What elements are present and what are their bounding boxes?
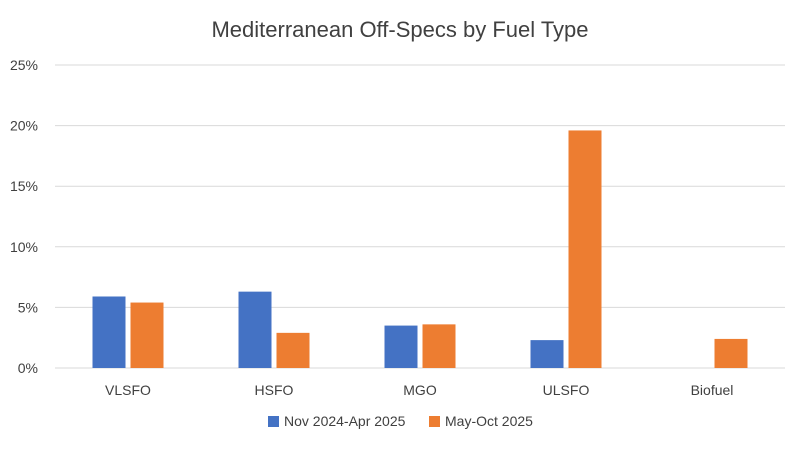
bar-mgo-series-1	[384, 325, 418, 368]
legend-label: Nov 2024-Apr 2025	[284, 413, 406, 429]
x-tick-label: ULSFO	[543, 382, 590, 398]
bar-vlsfo-series-1	[92, 296, 126, 368]
bar-biofuel-series-2	[714, 338, 748, 368]
x-tick-label: Biofuel	[691, 382, 734, 398]
y-tick-label: 0%	[18, 360, 38, 376]
bar-vlsfo-series-2	[130, 302, 164, 368]
legend-label: May-Oct 2025	[445, 413, 533, 429]
y-tick-label: 15%	[10, 178, 38, 194]
legend-swatch	[429, 416, 440, 427]
bar-hsfo-series-2	[276, 332, 310, 368]
x-tick-label: HSFO	[255, 382, 294, 398]
bar-mgo-series-2	[422, 324, 456, 368]
chart-title: Mediterranean Off-Specs by Fuel Type	[211, 17, 588, 42]
bar-hsfo-series-1	[238, 291, 272, 368]
bar-ulsfo-series-2	[568, 130, 602, 368]
legend: Nov 2024-Apr 2025 May-Oct 2025	[268, 413, 533, 429]
x-axis-tick-labels: VLSFO HSFO MGO ULSFO Biofuel	[105, 382, 733, 398]
y-axis-tick-labels: 0% 5% 10% 15% 20% 25%	[10, 57, 38, 376]
x-tick-label: MGO	[403, 382, 437, 398]
y-tick-label: 20%	[10, 118, 38, 134]
y-tick-label: 10%	[10, 239, 38, 255]
bar-ulsfo-series-1	[530, 340, 564, 368]
y-tick-label: 5%	[18, 299, 38, 315]
x-tick-label: VLSFO	[105, 382, 151, 398]
gridlines	[55, 64, 785, 369]
legend-swatch	[268, 416, 279, 427]
y-tick-label: 25%	[10, 57, 38, 73]
bars	[92, 130, 748, 368]
